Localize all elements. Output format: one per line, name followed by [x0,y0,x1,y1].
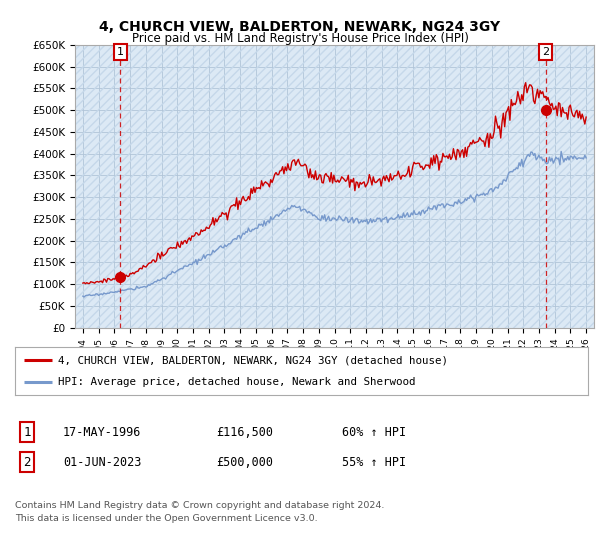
Text: 1: 1 [117,47,124,57]
Text: 1: 1 [23,426,31,439]
Text: 17-MAY-1996: 17-MAY-1996 [63,426,142,439]
Text: 2: 2 [23,455,31,469]
Text: £500,000: £500,000 [216,455,273,469]
Text: £116,500: £116,500 [216,426,273,439]
Text: 55% ↑ HPI: 55% ↑ HPI [342,455,406,469]
Text: HPI: Average price, detached house, Newark and Sherwood: HPI: Average price, detached house, Newa… [58,377,415,387]
Text: 4, CHURCH VIEW, BALDERTON, NEWARK, NG24 3GY: 4, CHURCH VIEW, BALDERTON, NEWARK, NG24 … [100,20,500,34]
Text: 01-JUN-2023: 01-JUN-2023 [63,455,142,469]
Text: Price paid vs. HM Land Registry's House Price Index (HPI): Price paid vs. HM Land Registry's House … [131,32,469,45]
Text: Contains HM Land Registry data © Crown copyright and database right 2024.
This d: Contains HM Land Registry data © Crown c… [15,501,385,522]
Text: 4, CHURCH VIEW, BALDERTON, NEWARK, NG24 3GY (detached house): 4, CHURCH VIEW, BALDERTON, NEWARK, NG24 … [58,355,448,365]
Text: 60% ↑ HPI: 60% ↑ HPI [342,426,406,439]
Text: 2: 2 [542,47,549,57]
